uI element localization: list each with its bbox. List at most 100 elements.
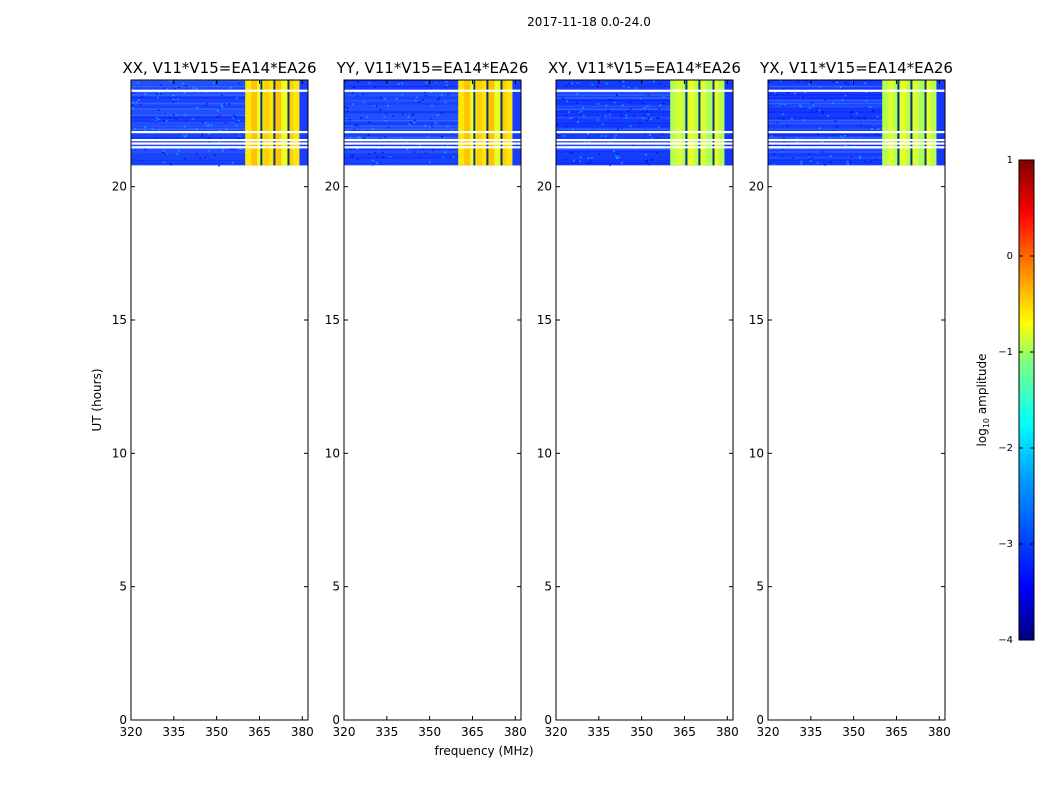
y-tick-label: 0 — [756, 713, 764, 727]
heatmap-noise-row — [556, 128, 733, 130]
heatmap-speckle — [858, 157, 861, 159]
heatmap-speckle — [368, 121, 371, 123]
heatmap-noise-row — [131, 128, 308, 130]
heatmap-speckle — [175, 117, 178, 120]
gap-row — [768, 139, 945, 142]
axes-frame — [555, 79, 734, 721]
heatmap-speckle — [232, 114, 235, 117]
rfi-gap-line — [910, 80, 913, 166]
heatmap-speckle — [383, 97, 386, 100]
heatmap-speckle — [855, 140, 858, 143]
heatmap-speckle — [220, 106, 223, 108]
heatmap-edge — [936, 80, 945, 166]
heatmap-speckle — [165, 88, 168, 90]
heatmap-speckle — [615, 94, 618, 97]
heatmap-speckle — [436, 81, 439, 84]
heatmap-speckle — [423, 91, 426, 94]
heatmap-speckle — [219, 114, 222, 117]
heatmap-speckle — [445, 84, 448, 87]
heatmap-speckle — [824, 99, 827, 101]
heatmap-noise-row — [556, 122, 733, 125]
gap-row — [344, 139, 521, 142]
heatmap — [131, 80, 308, 167]
heatmap-speckle — [576, 92, 579, 95]
heatmap-speckle — [849, 161, 852, 163]
heatmap-noise-row — [344, 162, 521, 165]
heatmap-speckle — [571, 82, 574, 85]
heatmap-speckle — [352, 103, 355, 105]
rfi-stripe — [712, 80, 719, 166]
heatmap-speckle — [604, 135, 607, 137]
heatmap-speckle — [157, 109, 160, 111]
heatmap-noise-row — [344, 88, 521, 91]
heatmap-speckle — [608, 99, 611, 101]
heatmap-speckle — [576, 160, 579, 163]
heatmap-speckle — [770, 111, 773, 113]
heatmap-noise-row — [768, 114, 945, 116]
heatmap-noise-row — [556, 94, 733, 96]
heatmap-speckle — [809, 160, 812, 162]
heatmap-speckle — [184, 114, 187, 116]
heatmap-speckle — [445, 81, 448, 83]
gap-row — [344, 146, 521, 149]
heatmap-speckle — [569, 117, 572, 119]
heatmap-speckle — [641, 111, 644, 113]
gap-row — [556, 89, 733, 92]
heatmap-speckle — [792, 156, 795, 159]
heatmap-speckle — [413, 119, 416, 122]
heatmap-speckle — [858, 117, 861, 119]
heatmap-speckle — [627, 86, 630, 89]
heatmap-speckle — [782, 113, 785, 115]
heatmap-speckle — [366, 130, 369, 132]
heatmap-speckle — [430, 105, 433, 107]
x-tick-label: 350 — [418, 725, 441, 739]
heatmap-speckle — [214, 154, 217, 156]
heatmap-speckle — [238, 135, 241, 137]
heatmap-speckle — [587, 157, 590, 160]
heatmap-speckle — [192, 87, 195, 89]
heatmap-noise-row — [768, 94, 945, 96]
heatmap-speckle — [656, 152, 659, 154]
heatmap-speckle — [195, 87, 198, 90]
heatmap-speckle — [646, 119, 649, 122]
heatmap-speckle — [377, 147, 380, 150]
heatmap-noise-row — [344, 108, 521, 111]
gap-row — [556, 139, 733, 142]
heatmap-speckle — [363, 101, 366, 104]
rfi-gap-line — [897, 80, 900, 166]
heatmap-noise-row — [556, 99, 733, 102]
heatmap-speckle — [239, 147, 242, 150]
heatmap-speckle — [140, 159, 143, 162]
heatmap-speckle — [871, 126, 874, 128]
heatmap-speckle — [642, 138, 645, 140]
heatmap-speckle — [870, 128, 873, 130]
heatmap-speckle — [647, 113, 650, 116]
heatmap-speckle — [619, 111, 622, 113]
heatmap-speckle — [168, 80, 171, 83]
heatmap-speckle — [768, 144, 771, 147]
heatmap-noise-row — [556, 80, 733, 82]
y-tick-label: 15 — [325, 313, 340, 327]
heatmap-speckle — [860, 124, 863, 127]
heatmap-speckle — [587, 133, 590, 135]
heatmap-speckle — [571, 152, 574, 154]
heatmap-speckle — [353, 124, 356, 127]
heatmap-speckle — [876, 115, 879, 118]
heatmap-speckle — [821, 110, 824, 113]
heatmap-speckle — [615, 93, 618, 96]
heatmap-speckle — [436, 99, 439, 101]
heatmap-speckle — [582, 107, 585, 109]
heatmap-noise-row — [131, 162, 308, 165]
heatmap-speckle — [231, 162, 234, 164]
gap-row — [768, 142, 945, 145]
heatmap-speckle — [191, 118, 194, 120]
heatmap-speckle — [176, 98, 179, 101]
panel-2: YY, V11*V15=EA14*EA26 320 335 350 365 380 0 5 10… — [325, 59, 529, 739]
heatmap-speckle — [155, 117, 158, 119]
heatmap-noise-row — [344, 119, 521, 122]
heatmap-speckle — [217, 141, 220, 144]
heatmap-speckle — [633, 115, 636, 117]
rfi-stripe — [930, 80, 937, 166]
heatmap-speckle — [830, 155, 833, 158]
heatmap-speckle — [357, 81, 360, 83]
